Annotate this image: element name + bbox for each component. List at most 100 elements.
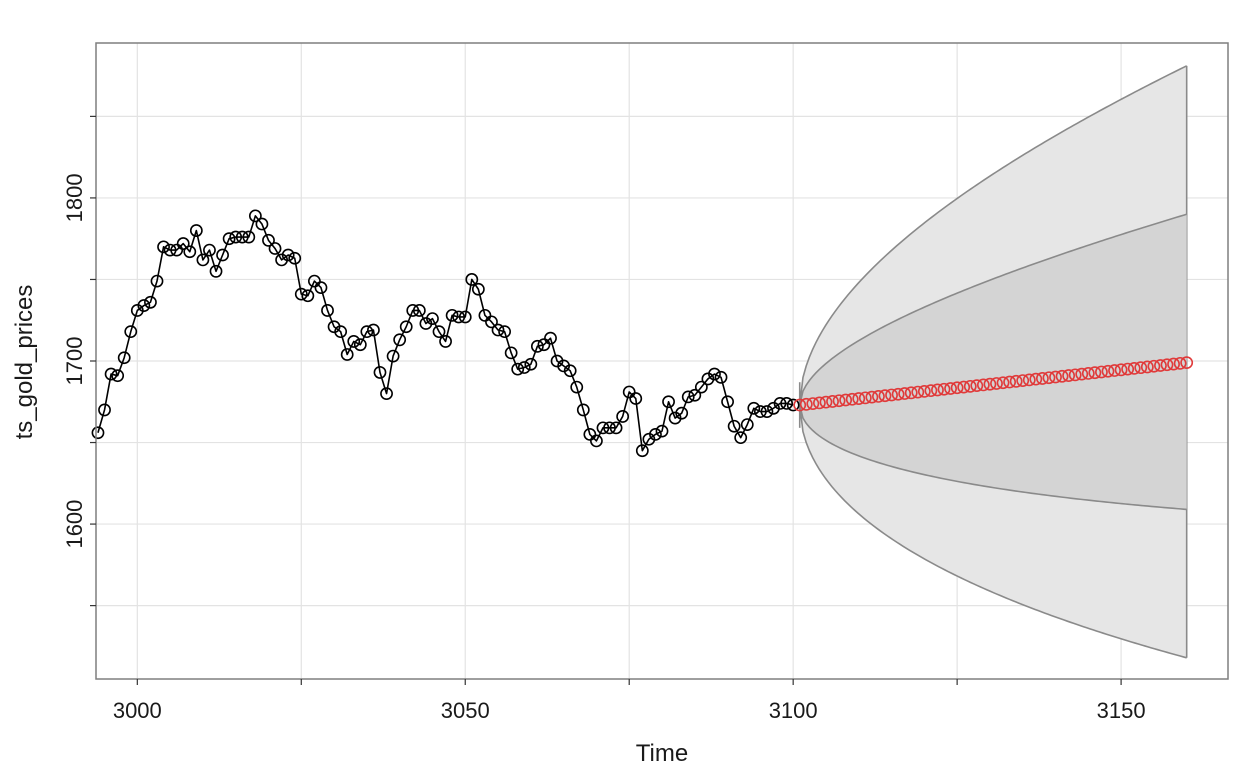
observed-point	[629, 392, 643, 405]
observed-point	[426, 312, 439, 325]
observed-point	[714, 370, 728, 384]
observed-point	[655, 424, 669, 438]
forecast-point	[911, 385, 925, 399]
forecast-point	[832, 394, 846, 408]
y-tick-label: 1600	[62, 500, 87, 549]
forecast-point	[1035, 372, 1049, 385]
observed-point	[91, 426, 105, 440]
observed-point	[747, 401, 761, 415]
forecast-point	[1173, 356, 1187, 370]
observed-point	[229, 230, 243, 244]
observed-point	[406, 304, 420, 317]
observed-point	[334, 325, 348, 339]
observed-point	[222, 232, 236, 246]
observed-point	[117, 351, 131, 365]
observed-point	[458, 310, 472, 324]
band-80-lower-edge	[798, 404, 1187, 511]
x-axis: 3000 3050 3100 3150	[113, 679, 1146, 723]
observed-point	[452, 310, 466, 324]
observed-point	[314, 281, 328, 295]
observed-point	[471, 282, 485, 296]
forecast-point	[1154, 359, 1167, 372]
observed-point	[111, 369, 125, 383]
observed-point	[537, 338, 551, 352]
observed-point	[576, 403, 590, 417]
observed-point	[760, 405, 774, 418]
x-tick-label: 3150	[1097, 698, 1146, 723]
forecast-point	[1114, 363, 1128, 377]
observed-point	[498, 325, 511, 339]
observed-point	[622, 385, 636, 399]
observed-point	[307, 274, 321, 288]
forecast-point	[950, 381, 964, 395]
observed-point	[353, 338, 367, 352]
forecast-point	[983, 377, 997, 391]
band-95-lower-edge	[798, 404, 1187, 659]
forecast-point	[885, 388, 898, 402]
observed-series-points	[91, 209, 800, 458]
observed-point	[189, 224, 203, 237]
observed-point	[183, 245, 197, 259]
observed-point	[281, 248, 295, 262]
forecast-point	[1022, 373, 1036, 387]
observed-point	[235, 230, 249, 244]
observed-point	[681, 390, 695, 404]
observed-point	[144, 295, 157, 309]
y-tick-label: 1700	[62, 337, 87, 386]
observed-point	[511, 362, 525, 376]
forecast-point	[1108, 364, 1121, 377]
forecast-point	[944, 382, 957, 395]
forecast-point	[931, 383, 944, 397]
observed-point	[196, 253, 210, 267]
forecast-point	[793, 398, 807, 412]
forecast-point	[872, 390, 885, 403]
forecast-point	[996, 376, 1010, 390]
observed-point	[544, 331, 557, 345]
forecast-point	[826, 395, 839, 408]
observed-point	[530, 339, 544, 353]
observed-point	[176, 237, 190, 250]
observed-point	[412, 304, 426, 317]
observed-point	[393, 333, 407, 347]
observed-point	[635, 444, 649, 458]
forecast-point	[1167, 357, 1180, 371]
observed-point	[294, 287, 308, 301]
observed-point	[157, 240, 170, 254]
observed-point	[347, 335, 361, 348]
observed-point	[150, 274, 164, 288]
x-tick-label: 3000	[113, 698, 162, 723]
observed-point	[255, 217, 269, 231]
observed-point	[603, 421, 616, 435]
y-tick-label: 1800	[62, 173, 87, 222]
x-tick-label: 3100	[769, 698, 818, 723]
observed-point	[340, 348, 354, 361]
forecast-point	[957, 380, 971, 394]
observed-point	[688, 388, 702, 402]
observed-point	[570, 380, 584, 394]
observed-point	[590, 434, 603, 448]
forecast-point	[858, 391, 872, 405]
observed-point	[662, 395, 675, 409]
observed-point	[694, 380, 708, 394]
observed-point	[242, 230, 256, 244]
observed-point	[248, 209, 262, 223]
forecast-point	[1160, 358, 1174, 372]
observed-point	[432, 325, 446, 339]
observed-point	[439, 335, 452, 348]
forecast-point	[1075, 367, 1089, 381]
observed-point	[616, 410, 630, 423]
observed-point	[203, 243, 216, 257]
observed-point	[740, 418, 754, 431]
band-95-upper-edge	[798, 65, 1188, 406]
forecast-point	[1088, 366, 1102, 380]
forecast-point	[1140, 360, 1154, 374]
band-80-area	[799, 214, 1187, 510]
observed-point	[524, 357, 538, 371]
forecast-point	[1180, 356, 1194, 370]
forecast-point	[1062, 369, 1076, 382]
observed-point	[773, 396, 787, 410]
observed-point	[104, 367, 118, 381]
observed-point	[137, 299, 151, 312]
observed-point	[753, 405, 767, 418]
